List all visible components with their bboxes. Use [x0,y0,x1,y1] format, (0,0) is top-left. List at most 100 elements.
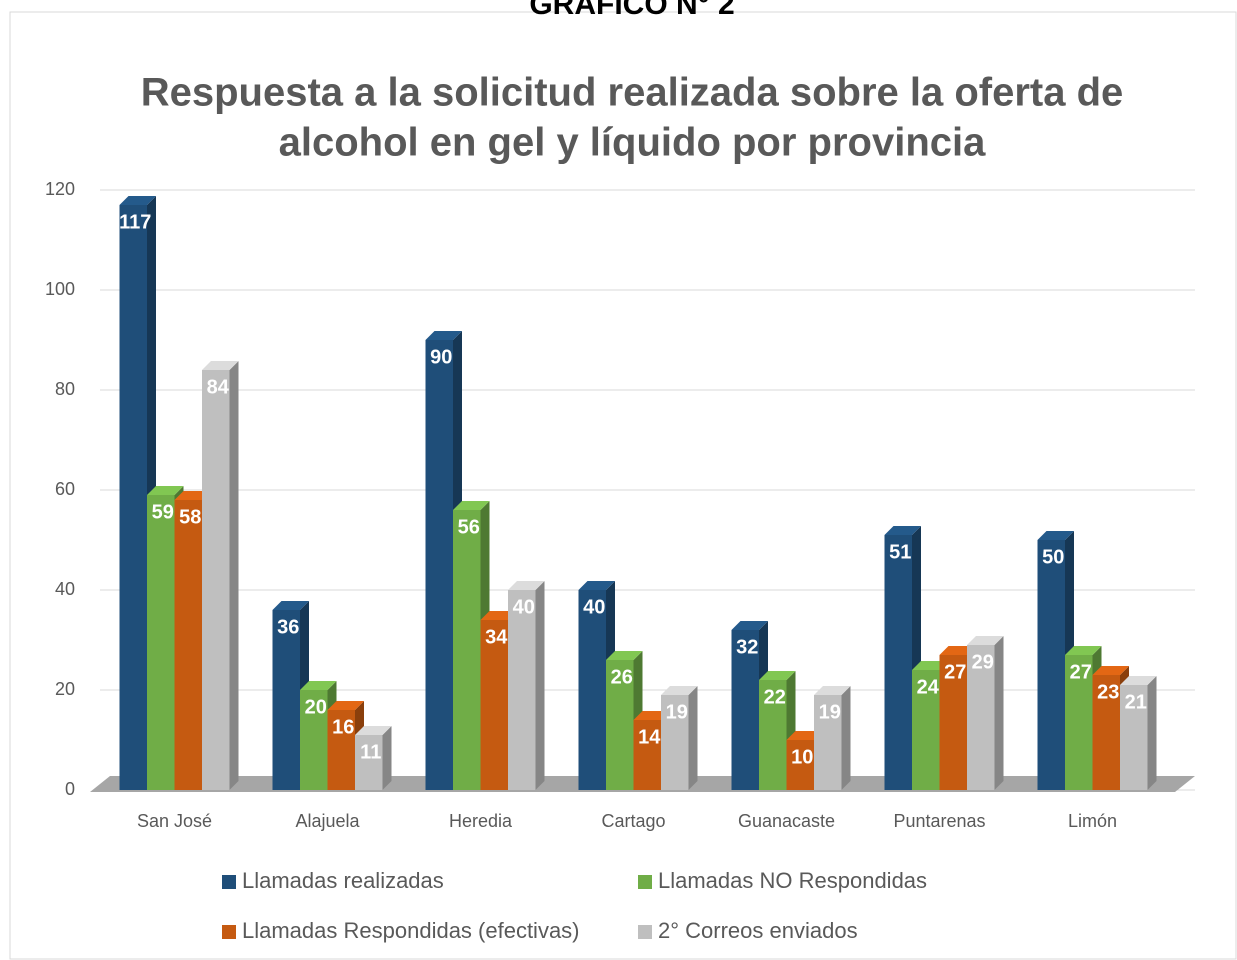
y-tick-label: 0 [65,779,75,799]
data-label: 90 [430,346,452,368]
bar [578,590,606,790]
bar-side [229,361,239,790]
bar [1065,655,1093,790]
bar-top [912,661,949,670]
data-label: 10 [791,746,813,768]
bar [731,630,759,790]
bar-top [1065,646,1102,655]
bar-top [174,491,211,500]
x-tick-label: Puntarenas [893,811,985,831]
x-tick-label: San José [137,811,212,831]
bar-top [355,726,392,735]
data-label: 32 [736,636,758,658]
data-label: 11 [360,741,381,763]
data-label: 27 [1070,661,1092,683]
y-tick-label: 20 [55,679,75,699]
chart-title: Respuesta a la solicitud realizada sobre… [141,71,1124,115]
bar [480,620,508,790]
data-label: 56 [458,516,480,538]
bar-top [884,526,921,535]
data-label: 58 [179,506,201,528]
bar [939,655,967,790]
data-label: 21 [1125,691,1147,713]
bar-top [202,361,239,370]
legend-label: 2° Correos enviados [658,918,858,943]
y-tick-label: 60 [55,479,75,499]
bar-top [480,611,517,620]
bar [119,205,147,790]
bar-top [786,731,823,740]
bar [272,610,300,790]
data-label: 26 [611,666,633,688]
bar-top [272,601,309,610]
data-label: 23 [1097,681,1119,703]
x-tick-label: Alajuela [295,811,360,831]
data-label: 20 [305,696,327,718]
legend-swatch [638,925,652,939]
bar-top [1092,666,1129,675]
bar-side [1147,676,1157,790]
bar-top [1037,531,1074,540]
data-label: 51 [889,541,911,563]
bar-top [759,671,796,680]
bar-top [633,711,670,720]
data-label: 40 [583,596,605,618]
legend-swatch [222,875,236,889]
x-tick-label: Heredia [449,811,513,831]
x-tick-label: Cartago [601,811,665,831]
bar [967,645,995,790]
legend-swatch [222,925,236,939]
bar-top [814,686,851,695]
bar-top [453,501,490,510]
data-label: 29 [972,651,994,673]
bar [633,720,661,790]
bar-side [382,726,392,790]
bar-top [578,581,615,590]
figure-label: GRÁFICO N° 2 [529,0,734,21]
data-label: 117 [119,211,151,233]
legend-label: Llamadas realizadas [242,868,444,893]
bar-top [327,701,364,710]
bar [912,670,940,790]
y-tick-label: 100 [45,279,75,299]
bar-top [1120,676,1157,685]
y-tick-label: 80 [55,379,75,399]
data-label: 19 [819,701,841,723]
bar-top [606,651,643,660]
bar-top [119,196,156,205]
legend-label: Llamadas Respondidas (efectivas) [242,918,580,943]
bar [606,660,634,790]
bar [661,695,689,790]
bar [814,695,842,790]
bar [355,735,383,790]
data-label: 22 [764,686,786,708]
bar [1037,540,1065,790]
data-label: 24 [917,676,940,698]
chart-title: alcohol en gel y líquido por provincia [279,121,987,165]
data-label: 59 [152,501,174,523]
y-tick-label: 120 [45,179,75,199]
bar [202,370,230,790]
bar-side [994,636,1004,790]
data-label: 40 [513,596,535,618]
bar [508,590,536,790]
bar-side [535,581,545,790]
bar [884,535,912,790]
data-label: 84 [207,376,230,398]
bar [327,710,355,790]
bar-top [147,486,184,495]
bar-top [939,646,976,655]
data-label: 19 [666,701,688,723]
bar-top [731,621,768,630]
bar-top [508,581,545,590]
bar-side [841,686,851,790]
x-tick-label: Guanacaste [738,811,835,831]
data-label: 50 [1042,546,1064,568]
data-label: 34 [485,626,508,648]
bar [147,495,175,790]
legend-swatch [638,875,652,889]
bar [174,500,202,790]
bar [453,510,481,790]
data-label: 14 [638,726,661,748]
